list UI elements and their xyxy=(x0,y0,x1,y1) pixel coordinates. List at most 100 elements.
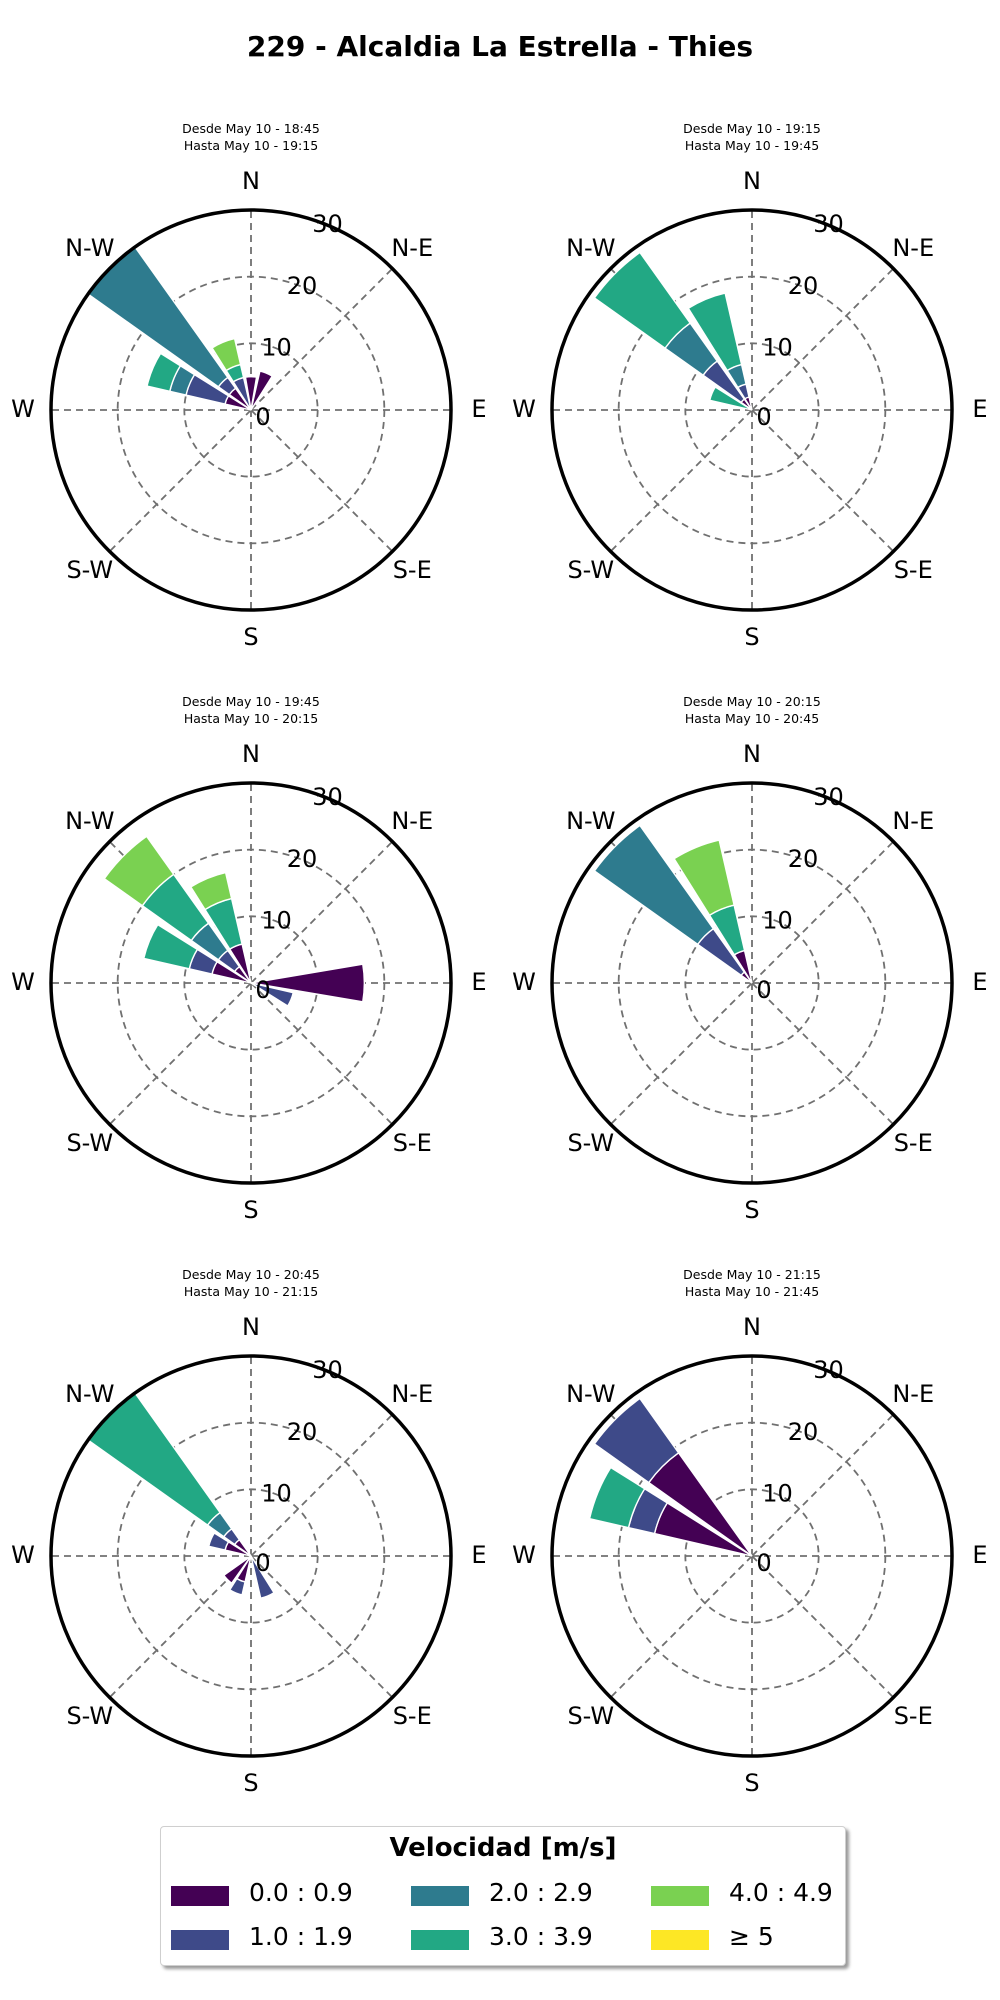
direction-label: S-E xyxy=(393,556,432,584)
direction-label: N-W xyxy=(566,1380,615,1408)
panel-title-to: Hasta May 10 - 21:15 xyxy=(184,1284,318,1299)
windrose-panels: Desde May 10 - 18:45 Hasta May 10 - 19:15… xyxy=(11,121,987,1797)
direction-label: S-W xyxy=(66,1129,113,1157)
angular-gridline xyxy=(108,409,252,553)
direction-label: S xyxy=(243,623,258,651)
direction-label: N-E xyxy=(391,234,433,262)
angular-gridline xyxy=(751,1555,895,1699)
radial-tick-label: 10 xyxy=(762,1479,793,1507)
windrose-bar-segment xyxy=(687,292,743,372)
angular-gridline xyxy=(250,267,394,411)
radial-tick-label: 20 xyxy=(788,845,819,873)
radial-tick-label: 0 xyxy=(255,1549,270,1577)
angular-gridline xyxy=(108,1555,252,1699)
radial-tick-label: 10 xyxy=(762,333,793,361)
direction-label: S xyxy=(744,1196,759,1224)
direction-label: E xyxy=(471,395,486,423)
direction-label: N xyxy=(242,167,260,195)
direction-label: N-E xyxy=(892,1380,934,1408)
direction-label: W xyxy=(11,968,35,996)
legend-title: Velocidad [m/s] xyxy=(389,1833,617,1863)
legend: Velocidad [m/s] 0.0 : 0.9 1.0 : 1.9 2.0 … xyxy=(160,1826,846,1966)
angular-gridline xyxy=(751,267,895,411)
windrose-bar-segment xyxy=(250,963,365,1003)
legend-label: ≥ 5 xyxy=(729,1922,774,1951)
radial-tick-label: 30 xyxy=(813,1356,844,1384)
windrose-panel-2: Desde May 10 - 19:15 Hasta May 10 - 19:45… xyxy=(512,121,987,651)
windrose-bar-segment xyxy=(250,1555,275,1600)
angular-gridline xyxy=(609,1555,753,1699)
legend-swatch xyxy=(411,1886,469,1906)
angular-gridline xyxy=(250,1555,394,1699)
direction-label: S-W xyxy=(567,1129,614,1157)
panel-title-from: Desde May 10 - 19:45 xyxy=(182,694,320,709)
direction-label: S-W xyxy=(66,556,113,584)
windrose-bar-segment xyxy=(250,982,295,1007)
radial-tick-label: 0 xyxy=(255,976,270,1004)
radial-tick-label: 30 xyxy=(312,783,343,811)
panel-title-from: Desde May 10 - 21:15 xyxy=(683,1267,821,1282)
windrose-panel-1: Desde May 10 - 18:45 Hasta May 10 - 19:15… xyxy=(11,121,486,651)
radial-tick-label: 0 xyxy=(756,976,771,1004)
direction-label: N xyxy=(242,1313,260,1341)
outer-ring xyxy=(49,781,453,1185)
panel-title-from: Desde May 10 - 20:45 xyxy=(182,1267,320,1282)
direction-label: S-E xyxy=(894,1702,933,1730)
radial-tick-label: 20 xyxy=(287,1418,318,1446)
radial-tick-label: 10 xyxy=(261,1479,292,1507)
angular-gridline xyxy=(250,982,394,1126)
radial-tick-label: 20 xyxy=(788,1418,819,1446)
windrose-panel-3: Desde May 10 - 19:45 Hasta May 10 - 20:15… xyxy=(11,694,486,1224)
windrose-bar-segment xyxy=(222,1555,252,1585)
legend-label: 1.0 : 1.9 xyxy=(249,1922,353,1951)
legend-swatch xyxy=(411,1930,469,1950)
radial-tick-label: 30 xyxy=(312,210,343,238)
direction-label: N-E xyxy=(391,807,433,835)
panel-title-to: Hasta May 10 - 19:45 xyxy=(685,138,819,153)
radial-tick-label: 30 xyxy=(813,210,844,238)
windrose-bar-segment xyxy=(673,839,735,917)
direction-label: N-W xyxy=(65,234,114,262)
outer-ring xyxy=(550,781,954,1185)
angular-gridline xyxy=(751,840,895,984)
direction-label: N-E xyxy=(892,234,934,262)
radial-tick-label: 20 xyxy=(788,272,819,300)
windrose-bar-segment xyxy=(708,386,753,411)
outer-ring xyxy=(49,208,453,612)
windrose-panel-5: Desde May 10 - 20:45 Hasta May 10 - 21:15… xyxy=(11,1267,486,1797)
direction-label: N-E xyxy=(892,807,934,835)
direction-label: N xyxy=(242,740,260,768)
direction-label: S-E xyxy=(894,1129,933,1157)
angular-gridline xyxy=(250,409,394,553)
panel-title-from: Desde May 10 - 18:45 xyxy=(182,121,320,136)
radial-tick-label: 0 xyxy=(756,1549,771,1577)
angular-gridline xyxy=(250,1413,394,1557)
windrose-bar-segment xyxy=(189,871,233,911)
direction-label: N-W xyxy=(566,807,615,835)
direction-label: S xyxy=(744,623,759,651)
radial-tick-label: 10 xyxy=(261,906,292,934)
legend-swatch xyxy=(651,1886,709,1906)
outer-ring xyxy=(49,1354,453,1758)
direction-label: W xyxy=(11,395,35,423)
windrose-bar-segment xyxy=(146,352,182,393)
radial-tick-label: 30 xyxy=(813,783,844,811)
direction-label: N-W xyxy=(65,1380,114,1408)
legend-swatch xyxy=(651,1930,709,1950)
direction-label: W xyxy=(512,968,536,996)
legend-label: 4.0 : 4.9 xyxy=(729,1878,833,1907)
angular-gridline xyxy=(108,982,252,1126)
windrose-bar-segment xyxy=(142,923,199,970)
direction-label: S-W xyxy=(567,556,614,584)
panel-title-from: Desde May 10 - 19:15 xyxy=(683,121,821,136)
outer-ring xyxy=(550,1354,954,1758)
radial-tick-label: 20 xyxy=(287,272,318,300)
direction-label: S-W xyxy=(567,1702,614,1730)
windrose-bar-segment xyxy=(593,251,692,350)
radial-tick-label: 10 xyxy=(762,906,793,934)
direction-label: S xyxy=(744,1769,759,1797)
panel-title-to: Hasta May 10 - 21:45 xyxy=(685,1284,819,1299)
direction-label: W xyxy=(11,1541,35,1569)
radial-tick-label: 30 xyxy=(312,1356,343,1384)
direction-label: E xyxy=(471,968,486,996)
